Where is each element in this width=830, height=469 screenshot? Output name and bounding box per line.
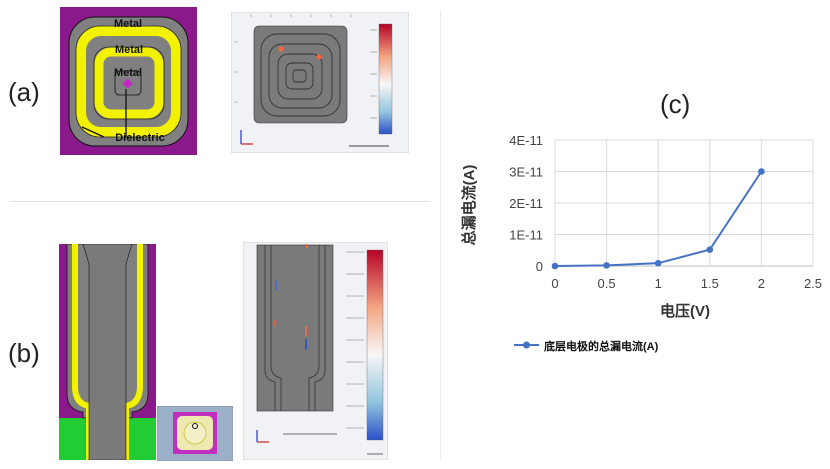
hotspot — [305, 326, 307, 336]
panel-label-b: (b) — [8, 338, 40, 368]
outer-metal-ring — [76, 26, 181, 137]
panel-a-field-map — [231, 12, 409, 153]
x-tick-label: 0.5 — [598, 276, 616, 291]
data-point — [603, 262, 610, 269]
metal-label-middle: Metal — [115, 44, 143, 56]
middle-metal-ring — [94, 47, 164, 119]
vertical-divider — [440, 10, 441, 460]
panel-label-a: (a) — [8, 77, 40, 107]
panel-a-layout-schematic: Metal Metal Metal Dielectric — [60, 7, 197, 155]
x-tick-label: 2.5 — [804, 276, 822, 291]
probe-marker — [192, 423, 198, 429]
hotspot — [305, 339, 307, 350]
y-tick-label: 0 — [536, 259, 543, 274]
hotspot — [278, 46, 284, 52]
hotspot — [316, 54, 322, 60]
horizontal-divider — [10, 201, 430, 202]
device-top-view — [253, 25, 348, 124]
legend-marker — [523, 341, 530, 349]
y-tick-label: 4E-11 — [509, 133, 543, 148]
x-tick-label: 2 — [758, 276, 765, 291]
panel-label-c: (c) — [660, 89, 691, 119]
panel-b-field-map — [243, 242, 388, 460]
x-tick-label: 0 — [551, 276, 558, 291]
cross-section-sim — [256, 244, 334, 412]
inner-dielectric — [82, 244, 133, 460]
hotspot — [275, 281, 277, 290]
axis-triad-icon — [256, 430, 269, 443]
y-tick-label: 1E-11 — [509, 228, 543, 243]
y-tick-label: 2E-11 — [509, 196, 543, 211]
panel-b-cross-section — [59, 244, 156, 460]
metal-label-outer: Metal — [114, 18, 142, 30]
hotspot — [274, 320, 276, 326]
metal-label-inner: Metal — [114, 67, 142, 79]
x-axis-title: 电压(V) — [660, 302, 710, 320]
x-tick-label: 1.5 — [701, 276, 719, 291]
axis-triad-icon — [240, 130, 253, 145]
data-point — [758, 168, 765, 175]
y-axis-title: 总漏电流(A) — [460, 165, 478, 246]
dielectric-label: Dielectric — [115, 132, 165, 144]
legend-label: 底层电极的总漏电流(A) — [544, 339, 659, 353]
colorbar — [378, 23, 393, 135]
hotspot — [306, 244, 308, 248]
panel-b-inset — [157, 406, 233, 461]
colorbar — [366, 249, 384, 441]
x-tick-label: 1 — [655, 276, 662, 291]
data-point — [551, 262, 559, 270]
data-point — [706, 246, 714, 253]
data-point — [654, 259, 662, 267]
y-tick-label: 3E-11 — [509, 165, 543, 180]
